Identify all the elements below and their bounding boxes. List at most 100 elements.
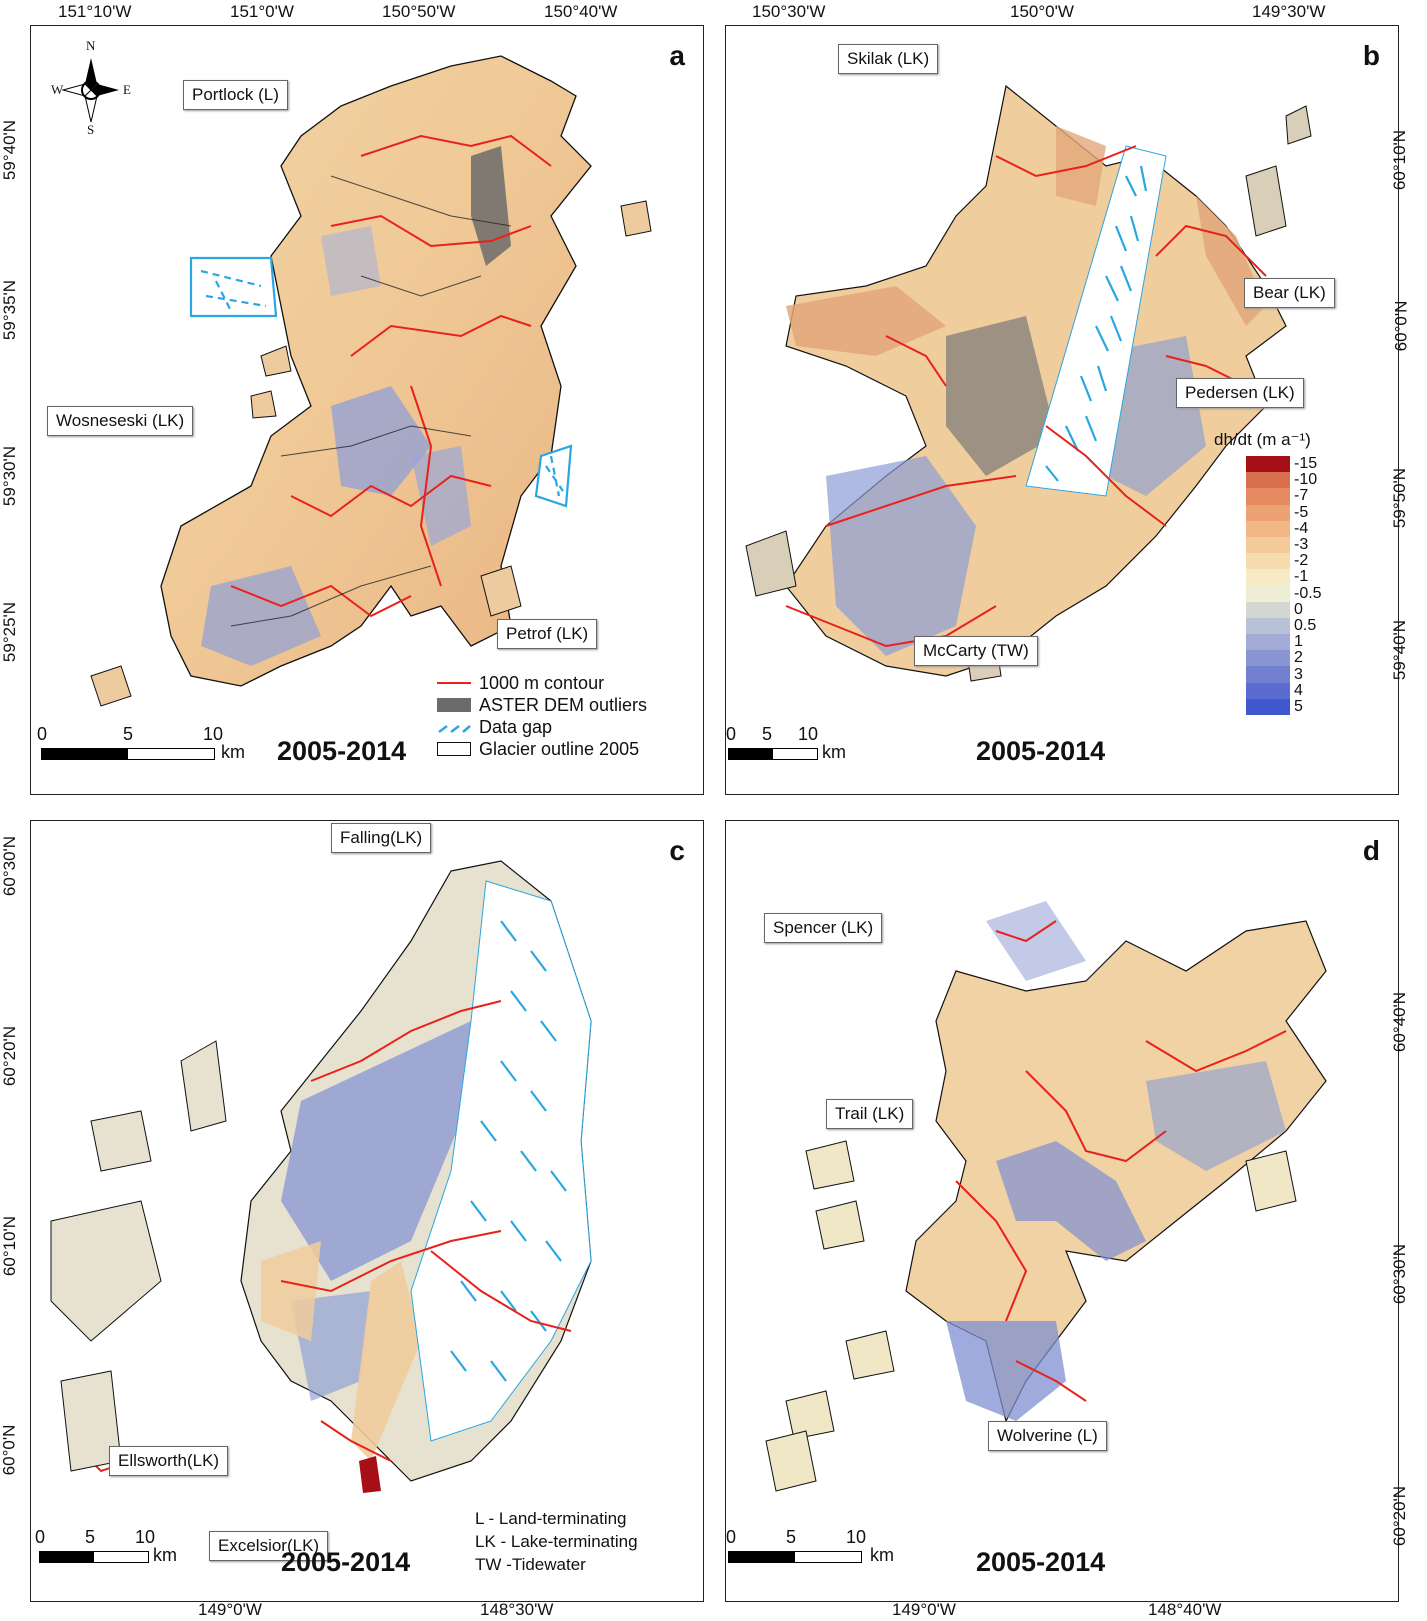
panel-label: d [1362, 835, 1380, 866]
colorbar-label: -0.5 [1294, 584, 1322, 602]
lat-tick: 60°30'N [1390, 1243, 1410, 1305]
thinning-area [786, 286, 946, 356]
colorbar-label: -10 [1294, 471, 1318, 489]
legend-contour: 1000 m contour [437, 672, 647, 694]
callout-ellsworth: Ellsworth(LK) [109, 1446, 229, 1476]
colorbar-step: 0.5 [1246, 616, 1322, 635]
callout-mccarty: McCarty (TW) [914, 636, 1038, 666]
lon-tick: 149°0'W [198, 1600, 262, 1619]
colorbar-swatch [1246, 456, 1290, 473]
lat-tick: 59°50'N [1390, 467, 1410, 529]
colorbar-label: -15 [1294, 455, 1318, 473]
lat-tick: 60°20'N [0, 1025, 20, 1087]
small-glaciers-c [50, 1040, 227, 1472]
map-panel-a: a N S E W Portlock (L) Wosneseski (LK) P… [30, 25, 704, 795]
colorbar-label: 3 [1294, 665, 1303, 683]
colorbar-step: 2 [1246, 649, 1322, 667]
period-label: 2005-2014 [277, 736, 407, 766]
lat-tick: 60°10'N [1390, 129, 1410, 191]
colorbar-label: 2 [1294, 649, 1303, 667]
period-label: 2005-2014 [281, 1547, 411, 1577]
colorbar-swatch [1246, 682, 1290, 699]
lon-tick: 151°10'W [58, 2, 132, 21]
data-gap-c [410, 880, 592, 1442]
thickening-area [986, 901, 1086, 981]
compass-e: E [123, 82, 131, 97]
lat-tick: 59°25'N [0, 601, 20, 663]
colorbar-label: -1 [1294, 568, 1309, 586]
colorbar-step: -10 [1246, 471, 1322, 489]
colorbar-step: 3 [1246, 665, 1322, 683]
colorbar-swatch [1246, 569, 1290, 586]
glacier-divides-a [230, 175, 512, 627]
panel-label: c [669, 835, 685, 866]
colorbar-step: 4 [1246, 681, 1322, 699]
lon-tick: 150°0'W [1010, 2, 1074, 21]
data-gap-c [450, 920, 567, 1382]
colorbar-label: -7 [1294, 487, 1309, 505]
small-glaciers-a [90, 200, 652, 707]
lon-tick: 148°30'W [480, 1600, 554, 1619]
data-gap-b [1045, 165, 1148, 482]
colorbar-label: -2 [1294, 552, 1309, 570]
colorbar-swatch [1246, 472, 1290, 489]
callout-trail: Trail (LK) [826, 1099, 914, 1129]
map-panel-c: c Falling(LK) Ellsworth(LK) Excelsior(LK… [30, 820, 704, 1602]
colorbar-swatch [1246, 617, 1290, 635]
callout-pedersen: Pedersen (LK) [1176, 378, 1304, 408]
outlier-area [471, 146, 511, 266]
colorbar-swatch [1246, 698, 1290, 715]
colorbar-label: -3 [1294, 536, 1309, 554]
colorbar-swatch [1246, 601, 1290, 618]
lon-tick: 149°30'W [1252, 2, 1326, 21]
contour-1000m-a [230, 134, 552, 618]
lat-tick: 60°40'N [1390, 991, 1410, 1053]
callout-excelsior: Excelsior(LK) [209, 1531, 329, 1561]
colorbar-title: dh/dt (m a⁻¹) [1214, 430, 1311, 449]
lat-tick: 60°20'N [1390, 1485, 1410, 1547]
contour-1000m-c [70, 1000, 572, 1473]
lat-tick: 60°30'N [0, 835, 20, 897]
colorbar-swatch [1246, 650, 1290, 667]
lat-tick: 59°35'N [0, 279, 20, 341]
small-glaciers-d [765, 1140, 1297, 1492]
lat-tick: 59°40'N [0, 119, 20, 181]
compass-n: N [86, 38, 96, 53]
colorbar-label: 4 [1294, 681, 1303, 699]
colorbar-label: 0.5 [1294, 616, 1317, 634]
thickening-area [281, 1021, 471, 1281]
contour-1000m-d [955, 920, 1287, 1402]
thickening-area [946, 1321, 1066, 1421]
callout-bear: Bear (LK) [1244, 278, 1335, 308]
map-panel-d: d Spencer (LK) Trail (LK) Wolverine (L) … [725, 820, 1399, 1602]
dhdt-colorbar: dh/dt (m a⁻¹) -15 -10 -7 -5 -4 -3 -2 -1 -0.5 0 0.5… [1214, 430, 1322, 715]
colorbar-label: 5 [1294, 697, 1303, 715]
colorbar-step: -15 [1246, 455, 1322, 473]
colorbar-step: 1 [1246, 633, 1322, 651]
map-panel-b: b Skilak (LK) Bear (LK) Pedersen (LK) Mc… [725, 25, 1399, 795]
data-gap-b [1025, 145, 1167, 497]
lon-tick: 150°30'W [752, 2, 826, 21]
north-arrow-icon: N S E W [51, 38, 131, 137]
icefield-d [905, 920, 1327, 1423]
colorbar-swatch [1246, 634, 1290, 651]
thickening-area [411, 446, 471, 546]
lat-tick: 60°10'N [0, 1215, 20, 1277]
lon-tick: 149°0'W [892, 1600, 956, 1619]
colorbar-step: 0 [1246, 601, 1322, 618]
lon-tick: 150°40'W [544, 2, 618, 21]
callout-falling: Falling(LK) [331, 823, 432, 853]
thinning-area [261, 1241, 321, 1341]
lon-tick: 150°50'W [382, 2, 456, 21]
colorbar-label: 1 [1294, 633, 1303, 651]
lat-tick: 60°0'N [1391, 300, 1411, 352]
period-label: 2005-2014 [976, 1547, 1106, 1577]
thinning-area [351, 1261, 421, 1461]
compass-w: W [51, 82, 64, 97]
colorbar-step: -3 [1246, 536, 1322, 554]
colorbar-step: -7 [1246, 487, 1322, 505]
colorbar-swatch [1246, 536, 1290, 554]
lat-tick: 59°30'N [0, 445, 20, 507]
callout-skilak: Skilak (LK) [838, 44, 939, 74]
panel-label: a [669, 40, 685, 71]
